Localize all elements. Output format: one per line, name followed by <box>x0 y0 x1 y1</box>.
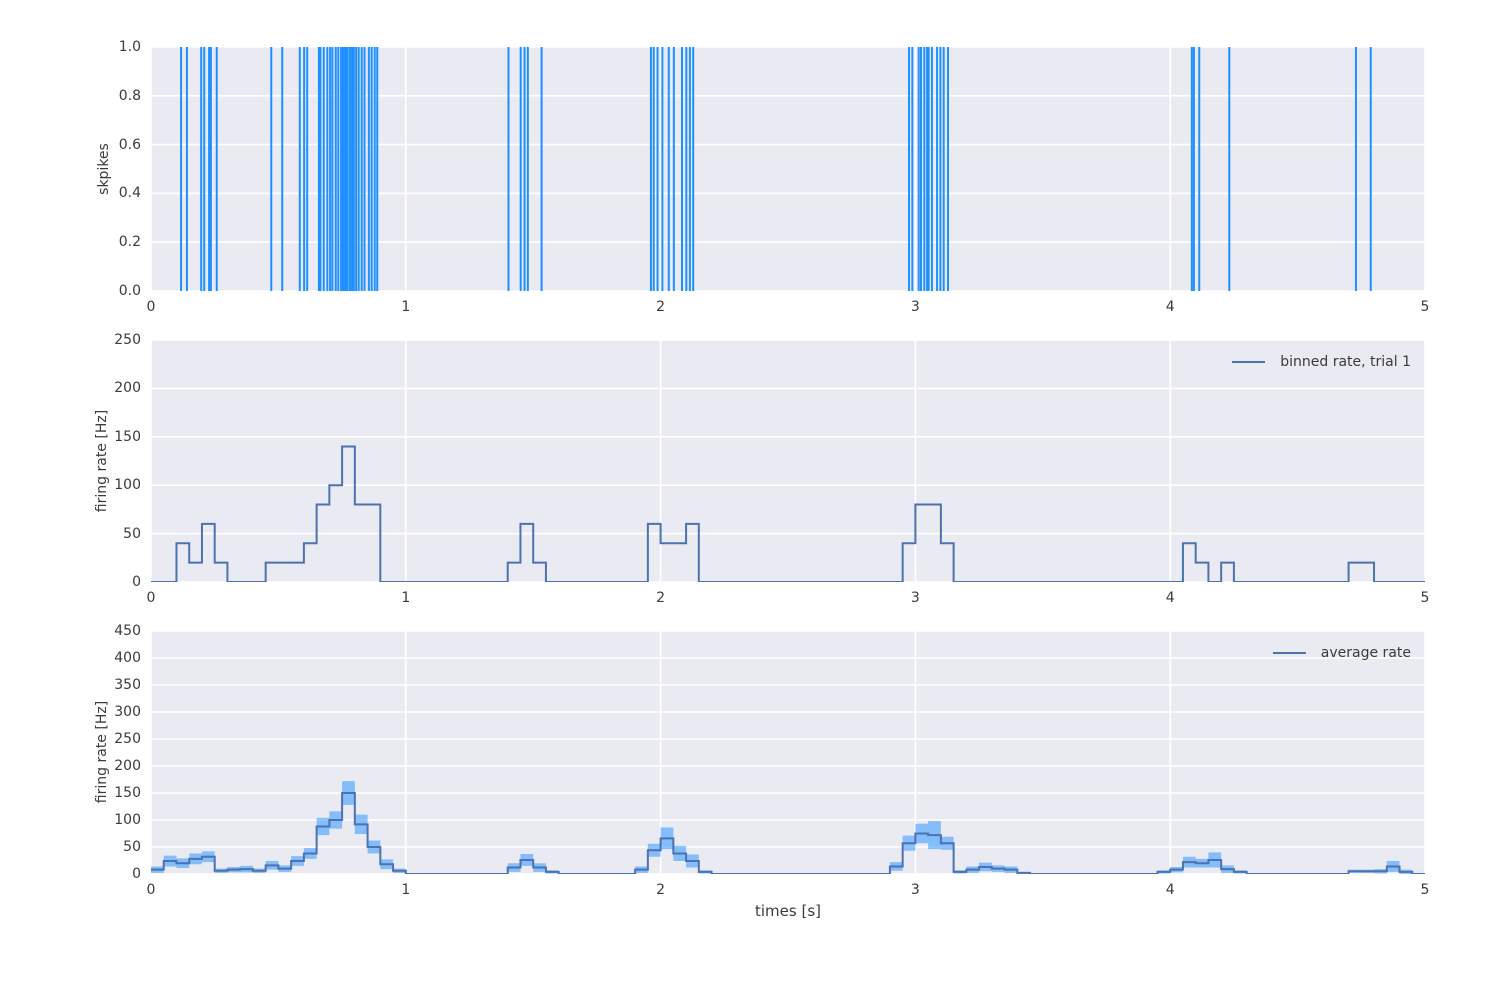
x-tick-label: 1 <box>401 590 411 606</box>
x-tick-label: 2 <box>656 299 666 315</box>
x-tick-label: 0 <box>146 299 156 315</box>
x-tick-label: 1 <box>401 882 411 898</box>
y-tick-label: 200 <box>114 380 141 397</box>
x-tick-label: 3 <box>910 882 920 898</box>
legend-line-sample <box>1272 652 1306 654</box>
x-tick-label: 0 <box>146 590 156 606</box>
y-tick-label: 250 <box>114 731 141 747</box>
y-tick-label: 0.0 <box>118 283 141 299</box>
y-tick-label: 50 <box>123 525 141 542</box>
y-tick-label: 400 <box>114 650 141 666</box>
y-tick-label: 100 <box>114 477 141 494</box>
y-tick-label: 300 <box>114 704 141 720</box>
y-tick-label: 150 <box>114 428 141 445</box>
y-tick-label: 200 <box>114 758 141 774</box>
y-tick-label: 100 <box>114 812 141 828</box>
x-tick-label: 3 <box>910 590 920 606</box>
x-tick-label: 2 <box>656 590 666 606</box>
legend-label: average rate <box>1320 645 1411 661</box>
x-tick-label: 3 <box>910 299 920 315</box>
y-tick-label: 0.8 <box>118 87 141 104</box>
raster-plot-canvas <box>151 47 1425 291</box>
y-tick-label: 0.4 <box>118 185 141 202</box>
y-tick-label: 0 <box>132 574 141 590</box>
x-tick-label: 4 <box>1165 590 1175 606</box>
x-tick-label: 1 <box>401 299 411 315</box>
binned-rate-subplot <box>151 340 1425 582</box>
x-tick-label: 4 <box>1165 299 1175 315</box>
y-tick-label: 150 <box>114 785 141 801</box>
x-axis-label: times [s] <box>755 902 821 920</box>
x-tick-label: 5 <box>1420 299 1430 315</box>
y-tick-label: 50 <box>123 839 141 855</box>
y-tick-label: 350 <box>114 677 141 693</box>
raster-subplot <box>151 47 1425 291</box>
y-tick-label: 1.0 <box>118 39 141 55</box>
y-tick-label: 0 <box>132 866 141 882</box>
x-tick-label: 0 <box>146 882 156 898</box>
binned-rate-ylabel: firing rate [Hz] <box>94 409 110 513</box>
x-tick-label: 4 <box>1165 882 1175 898</box>
y-tick-label: 0.6 <box>118 136 141 153</box>
legend-label: binned rate, trial 1 <box>1280 354 1411 370</box>
y-tick-label: 450 <box>114 623 141 639</box>
average-rate-subplot <box>151 631 1425 874</box>
legend-average-rate: average rate <box>1272 643 1411 663</box>
legend-line-sample <box>1232 361 1266 363</box>
average-rate-plot-canvas <box>151 631 1425 874</box>
y-tick-label: 250 <box>114 332 141 348</box>
binned-rate-plot-canvas <box>151 340 1425 582</box>
x-tick-label: 5 <box>1420 882 1430 898</box>
y-tick-label: 0.2 <box>118 234 141 251</box>
legend-binned-rate: binned rate, trial 1 <box>1232 352 1411 372</box>
x-tick-label: 5 <box>1420 590 1430 606</box>
x-tick-label: 2 <box>656 882 666 898</box>
